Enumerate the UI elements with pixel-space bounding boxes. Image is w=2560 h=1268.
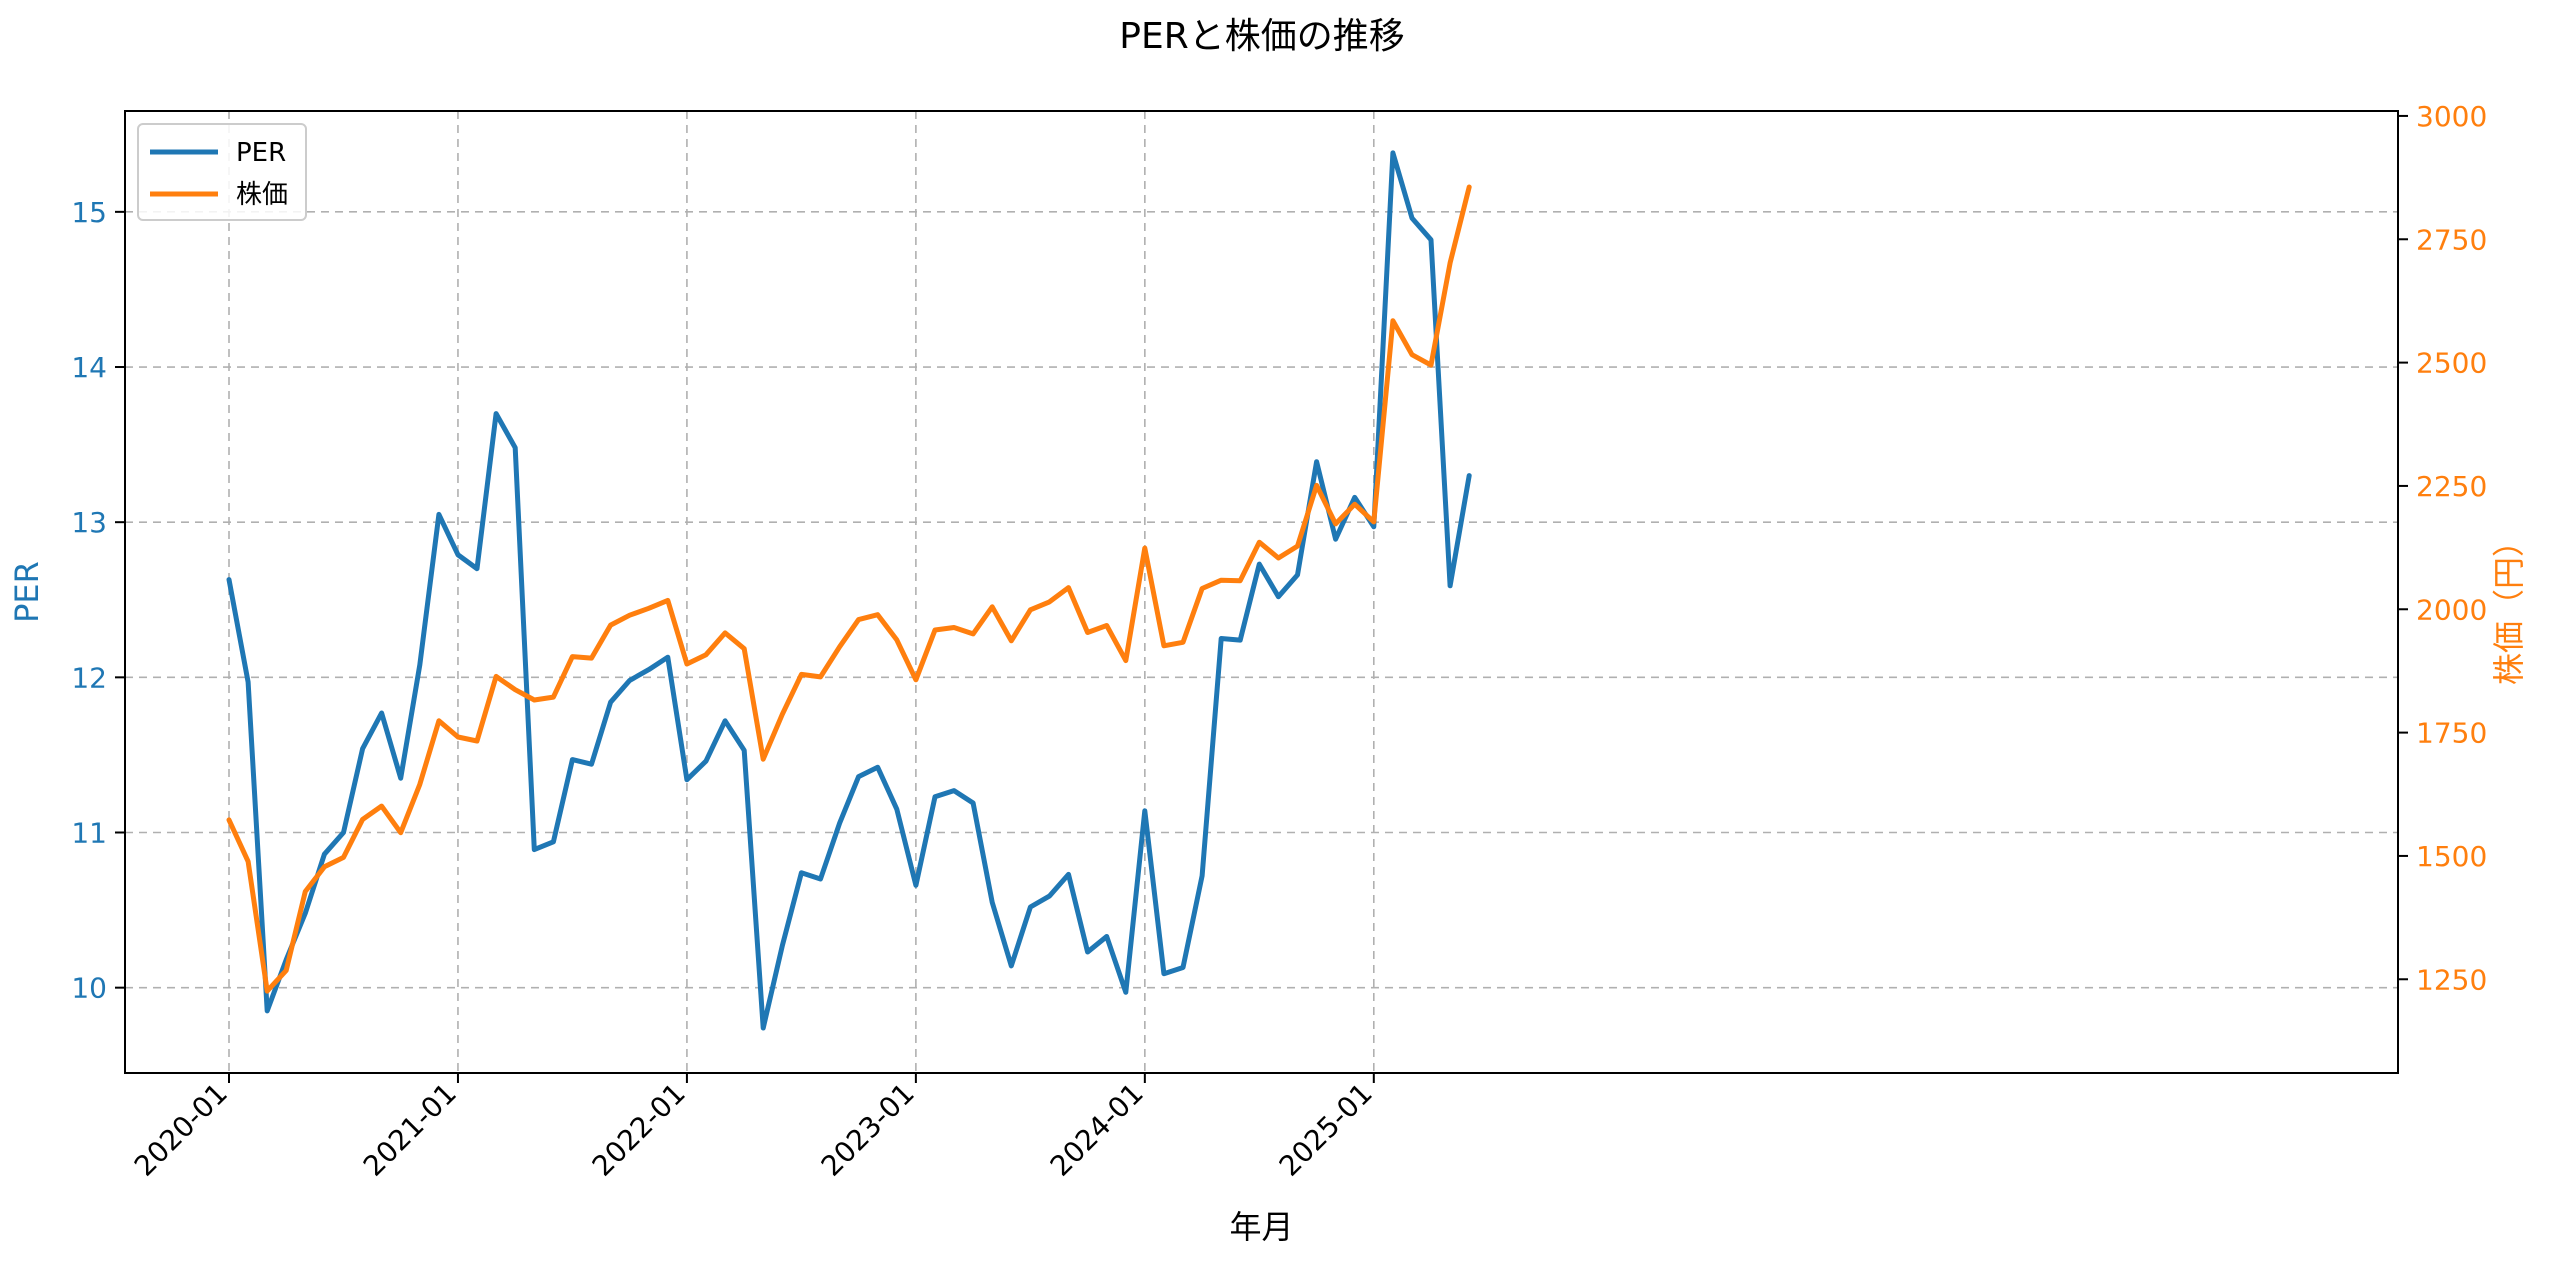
y-left-tick-label: 13 — [71, 506, 107, 539]
x-tick-label: 2021-01 — [357, 1077, 463, 1183]
y-axis-left-label: PER — [8, 561, 46, 623]
y-left-tick-label: 10 — [71, 972, 107, 1005]
y-right-tick-label: 1500 — [2416, 840, 2487, 873]
y-right-tick-label: 1250 — [2416, 963, 2487, 996]
grid — [125, 111, 2398, 1073]
y-left-tick-label: 12 — [71, 661, 107, 694]
legend: PER 株価 — [137, 123, 307, 221]
x-tick-label: 2023-01 — [815, 1077, 921, 1183]
price-series-line — [226, 184, 1472, 994]
y-right-tick-label: 2000 — [2416, 593, 2487, 626]
x-tick-label: 2022-01 — [586, 1077, 692, 1183]
y-right-tick-label: 1750 — [2416, 717, 2487, 750]
legend-label-price: 株価 — [236, 180, 288, 210]
series-lines — [226, 150, 1472, 1031]
legend-label-per: PER — [236, 138, 286, 168]
axes: 2020-01 2021-01 2022-01 2023-01 2024-01 2025-… — [71, 100, 2487, 1183]
y-right-tick-label: 3000 — [2416, 100, 2487, 133]
plot-area-frame — [124, 110, 2399, 1074]
chart-title: PERと株価の推移 — [1119, 16, 1404, 57]
y-axis-right-label: 株価（円） — [2490, 525, 2528, 685]
x-tick-label: 2020-01 — [128, 1077, 234, 1183]
y-left-tick-label: 14 — [71, 351, 107, 384]
y-right-tick-label: 2250 — [2416, 470, 2487, 503]
x-tick-label: 2024-01 — [1044, 1077, 1150, 1183]
y-right-tick-label: 2500 — [2416, 347, 2487, 380]
x-tick-label: 2025-01 — [1273, 1077, 1379, 1183]
x-axis-label: 年月 — [1229, 1208, 1293, 1246]
y-left-tick-label: 11 — [71, 817, 107, 850]
y-right-tick-label: 2750 — [2416, 223, 2487, 256]
per-series-line — [226, 150, 1472, 1031]
y-left-tick-label: 15 — [71, 196, 107, 229]
